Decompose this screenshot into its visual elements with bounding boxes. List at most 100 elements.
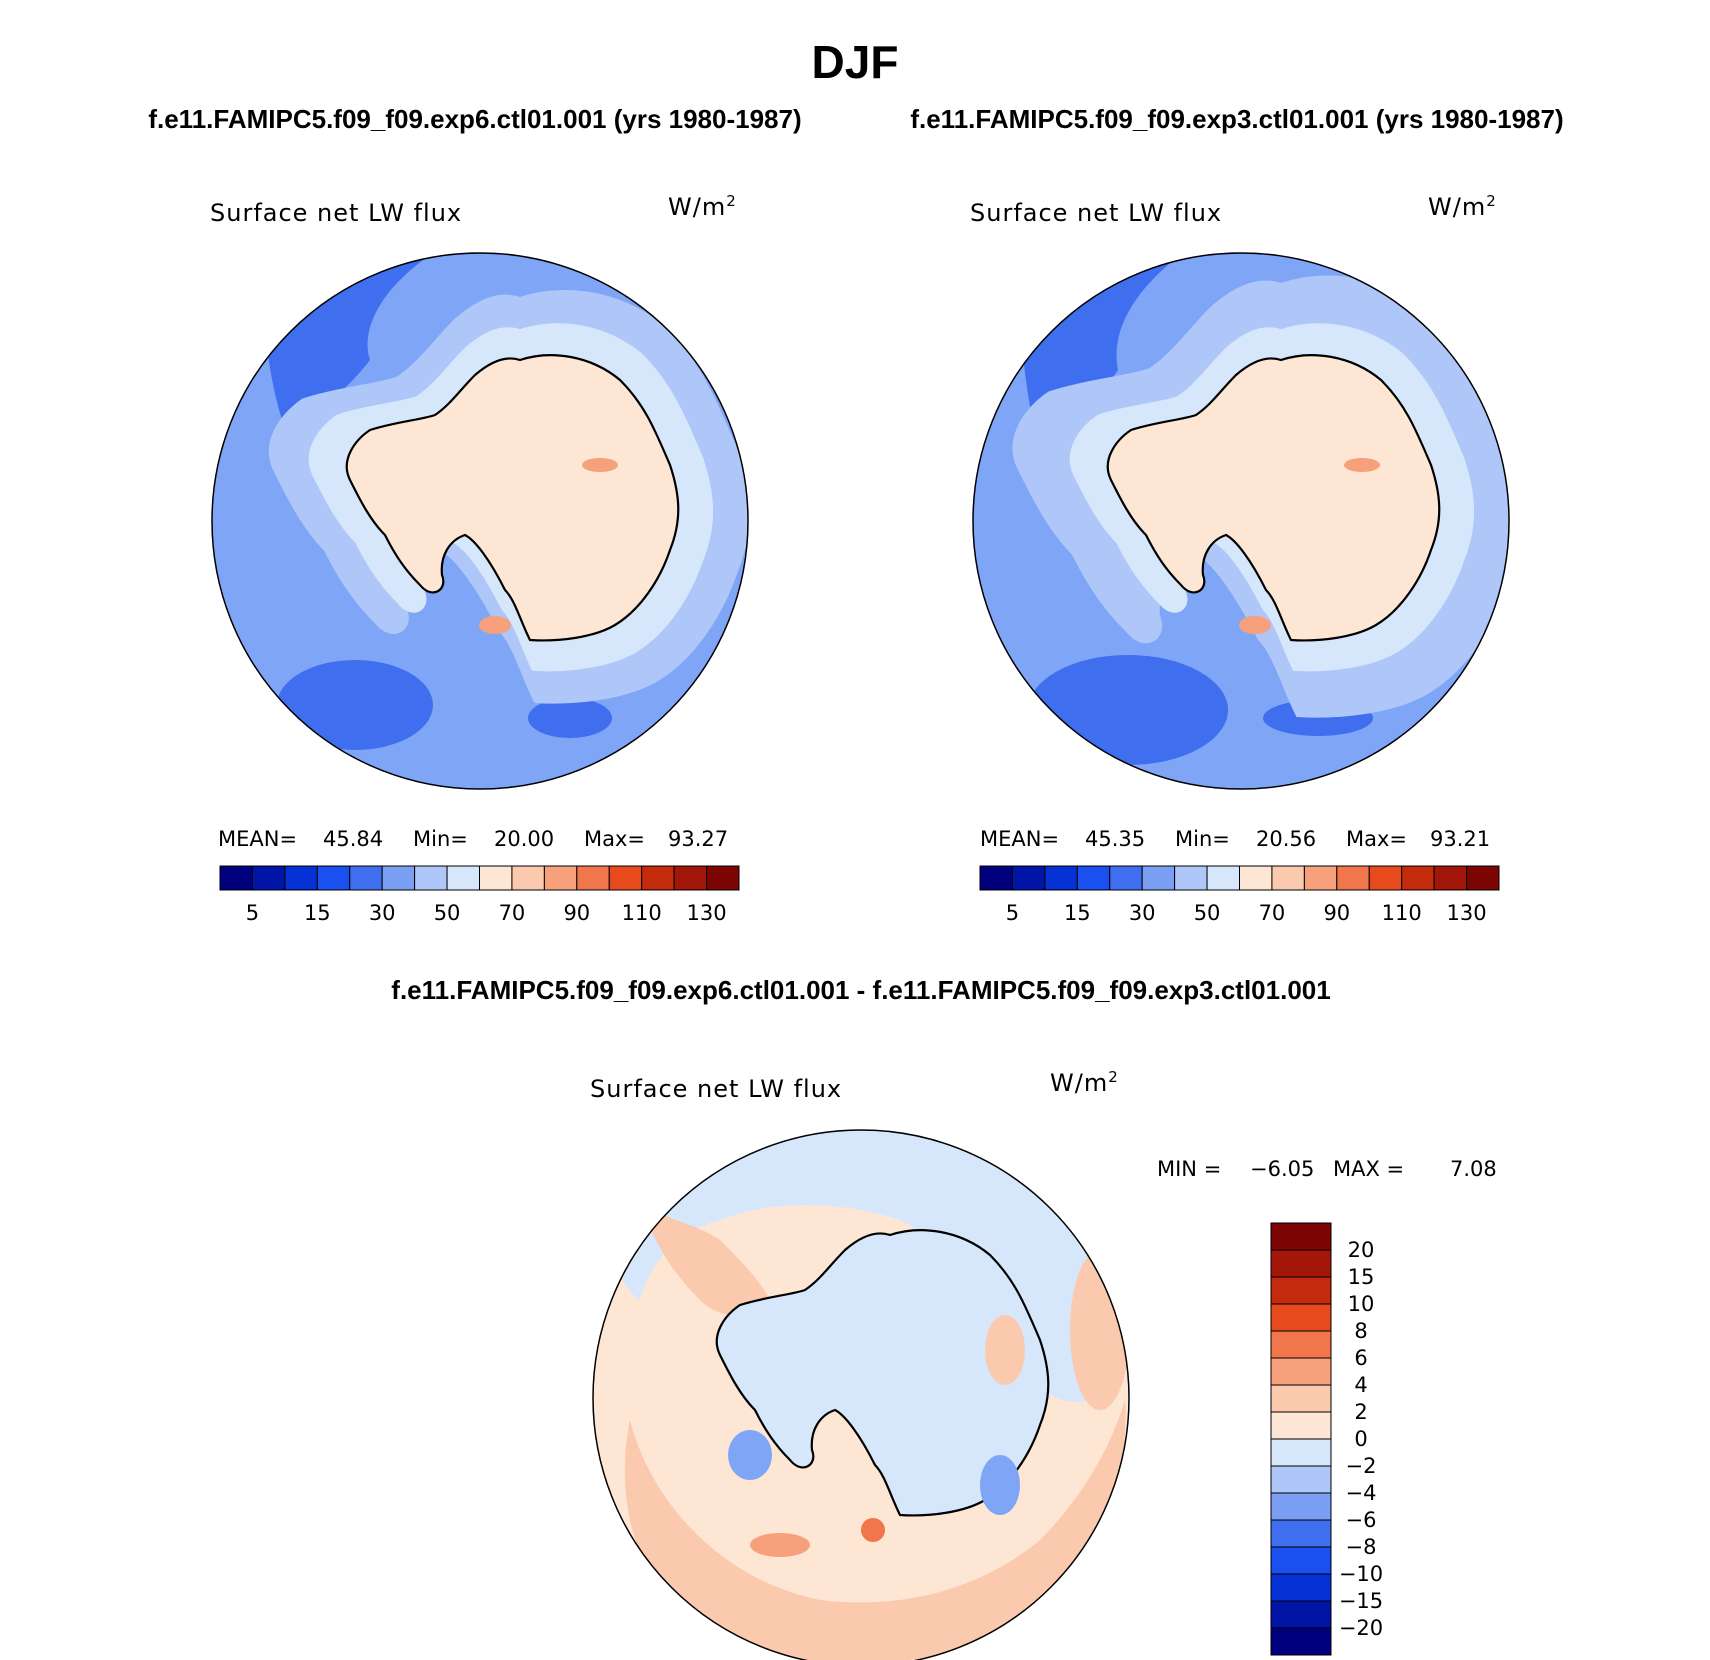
panel3-min-label: MIN = bbox=[1157, 1157, 1221, 1181]
panel1-colorbar-cell bbox=[316, 865, 351, 891]
panel1-min-value: 20.00 bbox=[494, 827, 554, 851]
panel1-max-value: 93.27 bbox=[668, 827, 728, 851]
panel1-colorbar-tick: 90 bbox=[563, 901, 590, 925]
panel1-colorbar-cell bbox=[706, 865, 740, 891]
panel2-units-label: W/m2 bbox=[1428, 192, 1497, 221]
panel1-colorbar-tick: 15 bbox=[304, 901, 331, 925]
panel1-min-label: Min= bbox=[413, 827, 468, 851]
diff-title: f.e11.FAMIPC5.f09_f09.exp6.ctl01.001 - f… bbox=[391, 975, 1330, 1005]
panel1-colorbar-cell bbox=[414, 865, 448, 891]
panel3-colorbar-tick: 15 bbox=[1348, 1265, 1375, 1289]
panel1-colorbar-cell bbox=[219, 865, 253, 891]
panel1-colorbar-tick: 110 bbox=[622, 901, 662, 925]
case1-title: f.e11.FAMIPC5.f09_f09.exp6.ctl01.001 (yr… bbox=[148, 104, 801, 134]
season-title: DJF bbox=[812, 36, 899, 88]
panel3-colorbar-tick: 4 bbox=[1354, 1373, 1367, 1397]
panel2-colorbar-cell bbox=[1466, 865, 1500, 891]
panel3-map-border bbox=[592, 1129, 1130, 1660]
panel-case2: Surface net LW flux W/m2 MEAN= 45.35 Min… bbox=[970, 192, 1510, 925]
panel2-mean-value: 45.35 bbox=[1085, 827, 1145, 851]
panel3-colorbar-tick: −10 bbox=[1339, 1562, 1383, 1586]
panel1-max-label: Max= bbox=[584, 827, 645, 851]
panel2-colorbar-tick: 70 bbox=[1259, 901, 1286, 925]
panel1-colorbar-cell bbox=[576, 865, 610, 891]
panel3-colorbar-cell bbox=[1270, 1465, 1332, 1494]
panel1-deepblue-s1 bbox=[277, 660, 433, 750]
panel-case1: Surface net LW flux W/m2 MEAN= 45.84 Min… bbox=[210, 192, 749, 925]
panel1-colorbar-tick: 50 bbox=[434, 901, 461, 925]
panel3-colorbar-tick: 10 bbox=[1348, 1292, 1375, 1316]
panel1-colorbar-tick: 5 bbox=[246, 901, 259, 925]
panel3-neg-coast-w bbox=[728, 1430, 772, 1480]
panel3-variable-label: Surface net LW flux bbox=[590, 1075, 842, 1103]
panel3-colorbar-cell bbox=[1270, 1546, 1332, 1575]
panel1-colorbar-cell bbox=[446, 865, 480, 891]
panel3-colorbar-cell bbox=[1270, 1492, 1332, 1521]
panel2-colorbar-tick: 130 bbox=[1447, 901, 1487, 925]
panel2-colorbar-cell bbox=[1303, 865, 1338, 891]
panel3-colorbar-tick: −15 bbox=[1339, 1589, 1383, 1613]
panel3-colorbar-cell bbox=[1270, 1330, 1332, 1359]
panel2-colorbar-cell bbox=[1044, 865, 1078, 891]
panel2-colorbar-cell bbox=[979, 865, 1013, 891]
panel3-colorbar-cell bbox=[1270, 1249, 1332, 1278]
panel2-hotspot-s bbox=[1239, 616, 1271, 634]
panel2-colorbar-cell bbox=[1271, 865, 1305, 891]
panel1-colorbar-cell bbox=[251, 865, 286, 891]
panel1-hotspot-e bbox=[582, 458, 618, 472]
panel3-colorbar-tick: −6 bbox=[1346, 1508, 1377, 1532]
panel2-colorbar-cell bbox=[1109, 865, 1143, 891]
panel3-pos-coast-e bbox=[985, 1315, 1025, 1385]
panel3-colorbar-tick: −4 bbox=[1346, 1481, 1377, 1505]
panel2-colorbar-cell bbox=[1174, 865, 1208, 891]
panel2-deepblue-s1 bbox=[1028, 655, 1228, 765]
panel3-colorbar-tick: 8 bbox=[1354, 1319, 1367, 1343]
panel1-colorbar-cell bbox=[511, 865, 545, 891]
panel3-colorbar-cell bbox=[1270, 1222, 1332, 1251]
panel3-colorbar-tick: 6 bbox=[1354, 1346, 1367, 1370]
panel2-colorbar-cell bbox=[1076, 865, 1111, 891]
panel2-colorbar-tick: 90 bbox=[1323, 901, 1350, 925]
panel3-colorbar-cell bbox=[1270, 1384, 1332, 1413]
panel3-min-value: −6.05 bbox=[1250, 1157, 1314, 1181]
panel1-colorbar-cell bbox=[543, 865, 578, 891]
panel3-colorbar-cell bbox=[1270, 1519, 1332, 1548]
panel3-max-value: 7.08 bbox=[1450, 1157, 1497, 1181]
panel3-colorbar-tick: 0 bbox=[1354, 1427, 1367, 1451]
panel1-colorbar: 5 15 30 50 70 90 110 130 bbox=[219, 865, 740, 925]
panel1-colorbar-cell bbox=[349, 865, 383, 891]
case2-title: f.e11.FAMIPC5.f09_f09.exp3.ctl01.001 (yr… bbox=[910, 104, 1563, 134]
panel3-pos-south bbox=[624, 1400, 1126, 1660]
panel1-map bbox=[212, 253, 748, 789]
panel2-colorbar-cell bbox=[1336, 865, 1370, 891]
panel3-colorbar-tick: 20 bbox=[1348, 1238, 1375, 1262]
panel2-colorbar-tick: 30 bbox=[1129, 901, 1156, 925]
panel3-neg-north bbox=[613, 1130, 1124, 1402]
panel3-colorbar-cell bbox=[1270, 1411, 1332, 1440]
panel-diff: Surface net LW flux W/m2 MIN = −6.05 MAX… bbox=[590, 1068, 1497, 1660]
panel2-map bbox=[973, 253, 1509, 789]
panel2-colorbar-cell bbox=[1433, 865, 1468, 891]
panel3-colorbar-tick: −2 bbox=[1346, 1454, 1377, 1478]
panel2-mean-label: MEAN= bbox=[980, 827, 1059, 851]
panel2-colorbar-cell bbox=[1401, 865, 1435, 891]
panel2-colorbar-cell bbox=[1239, 865, 1273, 891]
panel1-colorbar-cell bbox=[641, 865, 675, 891]
panel2-min-label: Min= bbox=[1175, 827, 1230, 851]
panel2-colorbar-cell bbox=[1368, 865, 1403, 891]
panel3-units-label: W/m2 bbox=[1050, 1068, 1119, 1097]
panel3-colorbar-cell bbox=[1270, 1357, 1332, 1386]
panel1-colorbar-tick: 30 bbox=[369, 901, 396, 925]
panel1-mean-label: MEAN= bbox=[218, 827, 297, 851]
panel1-colorbar-cell bbox=[608, 865, 643, 891]
panel1-deepblue-s2 bbox=[528, 698, 612, 738]
panel2-colorbar-cell bbox=[1011, 865, 1046, 891]
panel1-variable-label: Surface net LW flux bbox=[210, 199, 462, 227]
panel1-colorbar-tick: 130 bbox=[687, 901, 727, 925]
panel3-colorbar-cell bbox=[1270, 1303, 1332, 1332]
panel2-colorbar-tick: 15 bbox=[1064, 901, 1091, 925]
panel3-colorbar-tick: −20 bbox=[1339, 1616, 1383, 1640]
panel3-colorbar-cell bbox=[1270, 1573, 1332, 1602]
